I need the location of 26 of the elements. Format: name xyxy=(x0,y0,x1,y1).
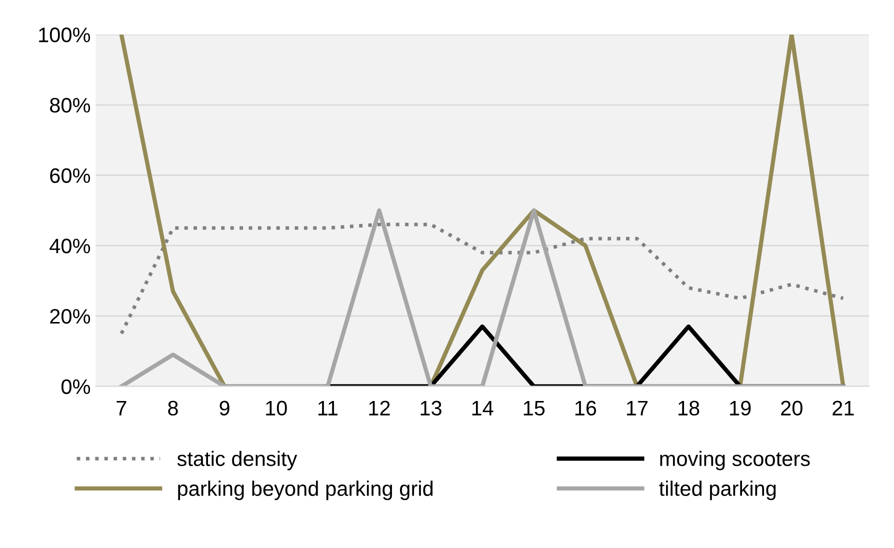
x-tick-label: 21 xyxy=(832,400,854,416)
x-tick-label: 12 xyxy=(369,400,390,416)
x-tick-label: 17 xyxy=(626,400,648,416)
x-tick-label: 18 xyxy=(678,400,700,416)
line-series xyxy=(120,222,845,336)
x-tick-label: 15 xyxy=(524,400,545,416)
y-tick-label: 80% xyxy=(50,98,90,113)
x-tick-label: 16 xyxy=(575,400,596,416)
y-tick-label: 40% xyxy=(50,238,90,254)
y-tick-label: 100% xyxy=(39,28,90,42)
legend-label: moving scooters xyxy=(660,450,810,470)
y-tick-label: 20% xyxy=(50,308,90,324)
x-tick-label: 11 xyxy=(318,400,338,416)
x-tick-label: 14 xyxy=(472,400,494,416)
legend-label: parking beyond parking grid xyxy=(178,480,433,500)
x-tick-label: 20 xyxy=(781,400,802,416)
y-tick-label: 0% xyxy=(62,379,90,394)
legend-label: tilted parking xyxy=(659,480,776,500)
y-tick-label: 60% xyxy=(50,168,90,184)
x-tick-label: 9 xyxy=(220,400,230,416)
x-tick-label: 19 xyxy=(730,400,751,416)
x-tick-label: 7 xyxy=(116,400,126,416)
x-tick-label: 13 xyxy=(420,400,442,416)
x-tick-label: 8 xyxy=(168,400,178,416)
x-tick-label: 10 xyxy=(266,400,287,416)
legend-label: static density xyxy=(177,450,298,470)
